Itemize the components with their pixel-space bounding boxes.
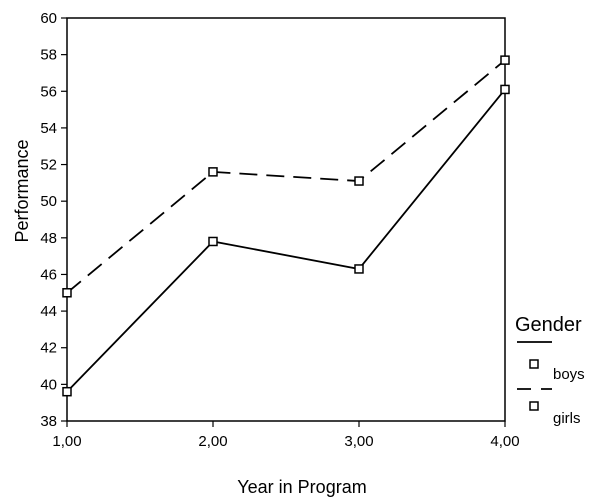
legend-marker-boys	[529, 359, 539, 369]
y-axis-ticks: 38 40 42 44 46 48 50 52 54 56 58 60	[40, 10, 67, 430]
data-point-boys	[208, 236, 218, 247]
y-tick-label: 60	[40, 10, 57, 27]
data-point-boys	[62, 386, 72, 397]
legend: Gender boys girls	[515, 314, 585, 427]
y-tick-label: 52	[40, 157, 57, 174]
y-tick-label: 40	[40, 376, 57, 393]
y-tick-label: 46	[40, 266, 57, 283]
data-point-girls	[354, 176, 364, 186]
y-tick-label: 50	[40, 193, 57, 210]
data-point-boys	[354, 264, 364, 274]
x-tick-label: 1,00	[52, 433, 81, 450]
legend-label-boys: boys	[553, 366, 585, 383]
y-tick-label: 56	[40, 83, 57, 100]
x-tick-label: 2,00	[198, 433, 227, 450]
y-tick-label: 58	[40, 47, 57, 64]
y-tick-label: 54	[40, 120, 57, 137]
y-tick-label: 48	[40, 230, 57, 247]
data-point-girls	[62, 288, 72, 298]
series-line-girls	[66, 59, 506, 294]
plot-frame	[66, 17, 506, 422]
plot-border	[66, 17, 506, 422]
series-line-boys	[66, 88, 506, 393]
series-layer	[62, 55, 510, 397]
data-point-girls	[208, 167, 218, 177]
legend-item-boys: boys	[517, 341, 585, 383]
x-axis-ticks: 1,00 2,00 3,00 4,00	[52, 421, 520, 450]
legend-label-girls: girls	[553, 410, 581, 427]
legend-title: Gender	[515, 314, 582, 336]
legend-marker-girls	[529, 401, 539, 411]
y-axis-title: Performance	[12, 139, 32, 242]
y-tick-label: 44	[40, 303, 57, 320]
y-tick-label: 42	[40, 340, 57, 357]
data-point-boys	[500, 84, 510, 95]
legend-item-girls: girls	[517, 388, 581, 427]
y-tick-label: 38	[40, 413, 57, 430]
data-point-girls	[500, 55, 510, 65]
x-tick-label: 4,00	[490, 433, 519, 450]
x-axis-title: Year in Program	[237, 477, 366, 497]
series-boys	[62, 84, 510, 397]
series-girls	[62, 55, 510, 298]
x-tick-label: 3,00	[344, 433, 373, 450]
